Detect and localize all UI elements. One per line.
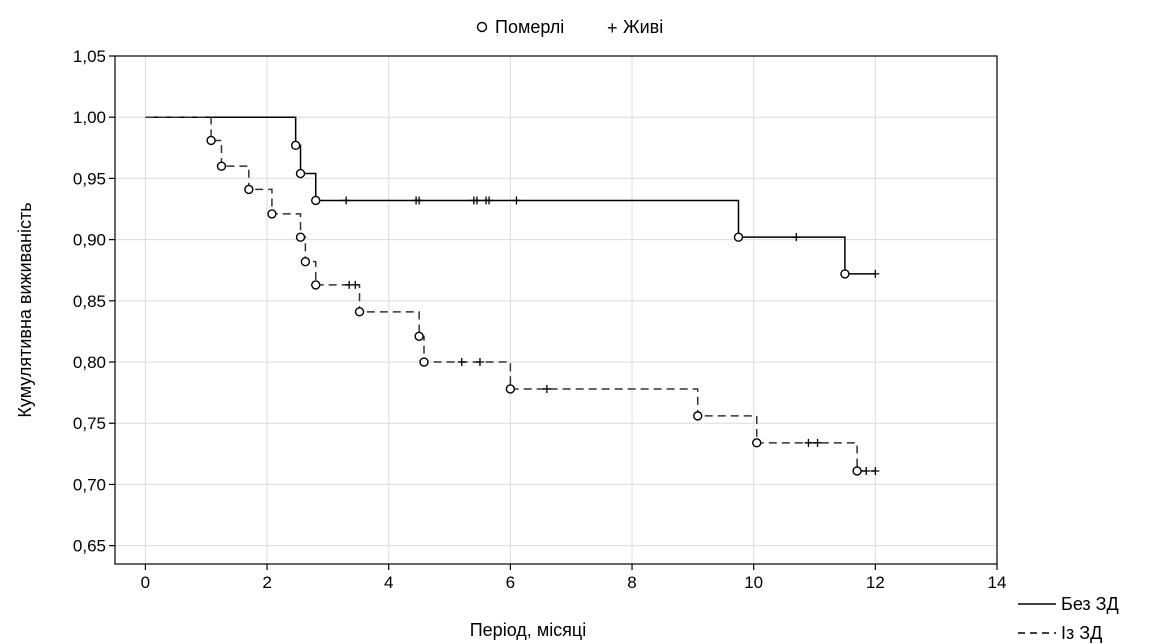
y-tick-label: 0,95: [73, 169, 106, 188]
x-tick-label: 4: [384, 573, 393, 592]
y-tick-label: 1,00: [73, 108, 106, 127]
censored-point: [475, 358, 484, 367]
legend-label-series-1: Без ЗД: [1061, 594, 1119, 614]
death-point: [414, 331, 424, 342]
series-line: [145, 116, 876, 472]
dead-legend-label: Померлі: [495, 17, 564, 37]
censored-point: [342, 196, 351, 205]
censored-point: [862, 466, 871, 475]
censored-point: [542, 384, 551, 393]
censored-point: [485, 196, 494, 205]
legend-label-series-2: Із ЗД: [1061, 623, 1102, 643]
y-tick-label: 0,70: [73, 475, 106, 494]
death-point: [244, 184, 254, 195]
death-point: [419, 357, 429, 367]
x-tick-label: 12: [866, 573, 885, 592]
death-point: [267, 209, 277, 219]
death-point: [311, 195, 321, 206]
death-point: [216, 161, 227, 171]
plot-frame: [114, 55, 998, 565]
censored-point: [813, 438, 822, 447]
y-axis: 0,65 0,70 0,75 0,80 0,85 0,90 0,95 1,00 1,05: [73, 47, 115, 556]
death-point: [752, 438, 762, 448]
x-axis-title: Період, місяці: [470, 620, 587, 640]
y-tick-label: 0,75: [73, 414, 106, 433]
series-layer: [145, 116, 880, 476]
censored-point: [457, 358, 466, 367]
x-tick-label: 2: [262, 573, 271, 592]
x-tick-label: 6: [506, 573, 515, 592]
death-point: [505, 384, 516, 394]
x-tick-label: 0: [141, 573, 150, 592]
y-tick-label: 0,65: [73, 537, 106, 556]
censored-point: [792, 233, 801, 242]
death-point: [311, 280, 321, 290]
series-1: [145, 116, 880, 279]
censored-point: [804, 438, 813, 447]
death-point: [852, 466, 862, 476]
censored-point: [351, 280, 360, 289]
censored-point: [415, 196, 424, 205]
dead-marker-legend-icon: [476, 21, 488, 33]
censored-point: [472, 196, 481, 205]
y-axis-title: Кумулятивна виживаність: [15, 202, 35, 417]
alive-legend-label: Живі: [623, 17, 663, 37]
censored-point: [512, 196, 521, 205]
death-point: [300, 256, 311, 267]
death-point: [295, 232, 306, 242]
death-point: [295, 168, 306, 179]
y-tick-label: 1,05: [73, 47, 106, 66]
death-point: [840, 269, 850, 279]
death-point: [733, 232, 744, 242]
death-point: [354, 307, 365, 317]
line-legend: Без ЗД Із ЗД: [1018, 594, 1119, 643]
y-tick-label: 0,80: [73, 353, 106, 372]
grid: [115, 55, 998, 564]
marker-legend: Померлі + Живі: [476, 17, 663, 38]
x-tick-label: 8: [627, 573, 636, 592]
death-point: [693, 411, 703, 421]
x-axis: 0 2 4 6 8 10 12 14: [141, 564, 1007, 592]
censored-point: [871, 466, 880, 475]
death-point: [206, 135, 216, 146]
x-tick-label: 10: [744, 573, 763, 592]
death-point: [290, 140, 301, 151]
x-tick-label: 14: [988, 573, 1007, 592]
censored-point: [871, 269, 880, 278]
y-tick-label: 0,90: [73, 231, 106, 250]
alive-marker-legend-icon: +: [607, 18, 618, 38]
series-2: [145, 116, 880, 476]
y-tick-label: 0,85: [73, 292, 106, 311]
